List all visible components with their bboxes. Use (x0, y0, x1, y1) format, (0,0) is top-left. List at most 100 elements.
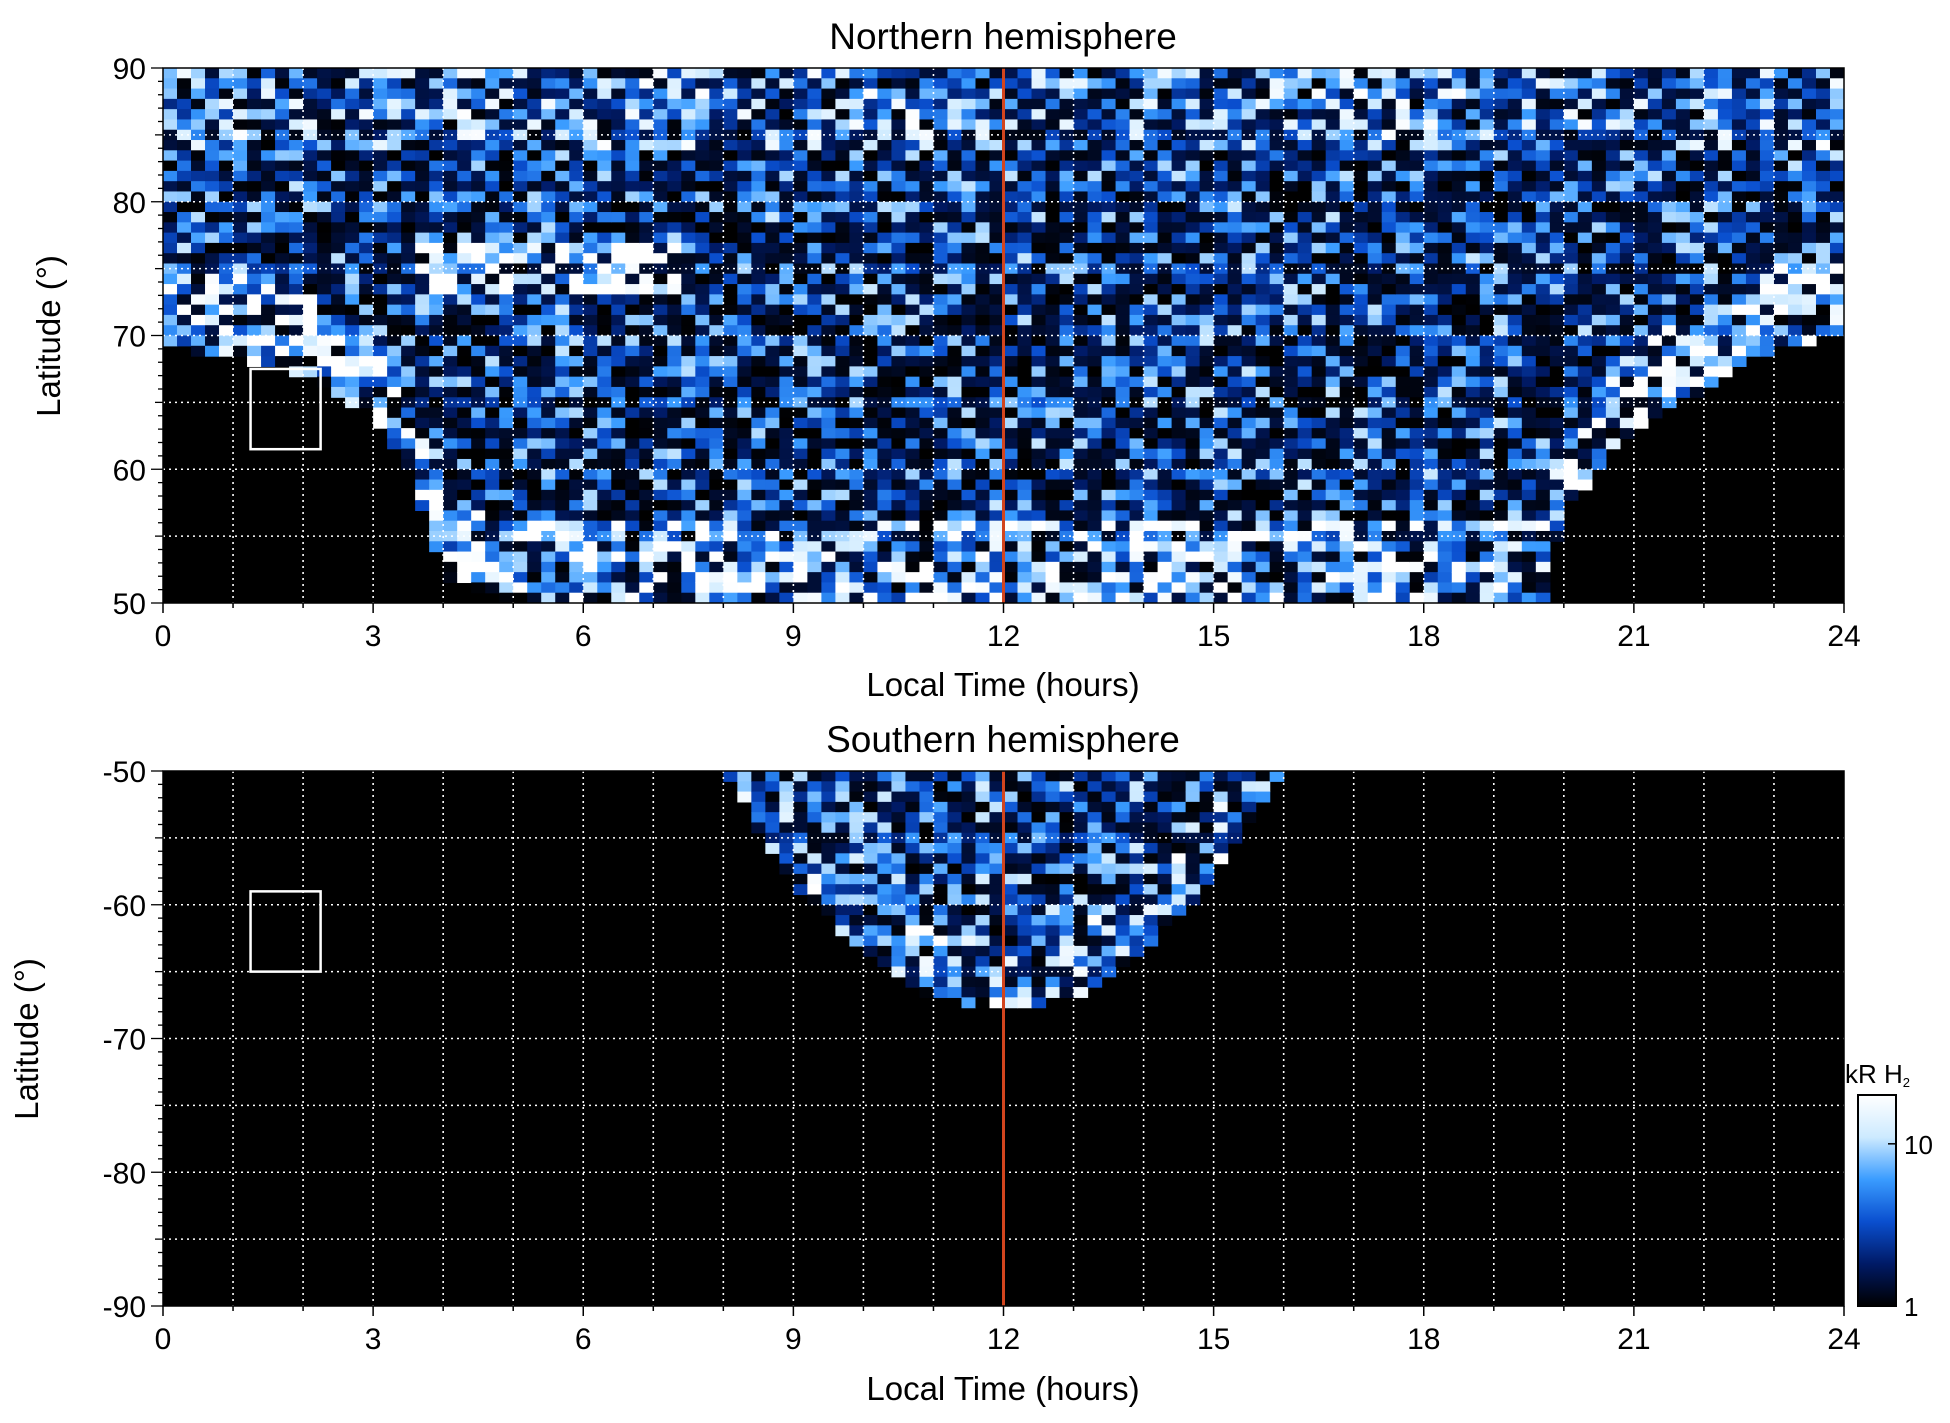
emission-cell (1535, 78, 1551, 90)
emission-cell (429, 253, 444, 265)
emission-cell (597, 366, 612, 378)
emission-cell (1115, 366, 1131, 378)
emission-cell (1087, 448, 1103, 460)
emission-cell (415, 407, 430, 419)
emission-cell (443, 541, 458, 553)
emission-cell (1633, 109, 1649, 121)
emission-cell (1143, 582, 1159, 594)
emission-cell (1465, 458, 1481, 470)
emission-cell (891, 561, 907, 573)
emission-cell (1395, 479, 1411, 491)
emission-cell (667, 592, 682, 603)
emission-cell (1619, 366, 1635, 378)
emission-cell (401, 181, 416, 193)
emission-cell (457, 376, 472, 388)
emission-cell (1059, 356, 1075, 367)
emission-cell (779, 284, 794, 295)
emission-cell (1031, 530, 1047, 542)
emission-cell (849, 232, 865, 244)
emission-cell (1493, 68, 1509, 79)
emission-cell (835, 325, 851, 337)
emission-cell (1521, 222, 1537, 234)
emission-cell (1535, 407, 1551, 419)
emission-cell (653, 109, 668, 121)
emission-cell (1227, 242, 1243, 254)
emission-cell (555, 263, 570, 275)
emission-cell (1563, 88, 1579, 100)
emission-cell (863, 530, 879, 542)
emission-cell (1143, 242, 1159, 254)
emission-cell (1437, 376, 1453, 388)
emission-cell (429, 170, 444, 182)
emission-cell (1255, 314, 1271, 326)
emission-cell (471, 500, 486, 512)
emission-cell (1339, 510, 1355, 522)
emission-cell (499, 541, 514, 553)
emission-cell (1479, 541, 1495, 553)
emission-cell (569, 397, 584, 409)
emission-cell (1101, 510, 1117, 522)
emission-cell (835, 201, 851, 213)
emission-cell (1311, 68, 1327, 79)
emission-cell (1073, 530, 1089, 542)
emission-cell (1213, 541, 1229, 553)
emission-cell (737, 68, 752, 79)
emission-cell (1311, 561, 1327, 573)
emission-cell (653, 469, 668, 481)
emission-cell (989, 304, 1005, 316)
emission-cell (807, 592, 822, 603)
emission-cell (1297, 469, 1313, 481)
emission-cell (905, 530, 921, 542)
emission-cell (471, 428, 486, 439)
emission-cell (793, 407, 808, 419)
emission-cell (275, 88, 290, 100)
emission-cell (275, 263, 290, 275)
emission-cell (429, 325, 444, 337)
emission-cell (1241, 284, 1257, 295)
emission-cell (1367, 140, 1383, 151)
emission-cell (359, 68, 374, 79)
emission-cell (933, 530, 949, 542)
emission-cell (905, 510, 921, 522)
emission-cell (247, 314, 262, 326)
emission-cell (1213, 284, 1229, 295)
emission-cell (303, 129, 318, 141)
emission-cell (1535, 510, 1551, 522)
emission-cell (863, 129, 879, 141)
emission-cell (1521, 582, 1537, 594)
emission-cell (975, 119, 991, 131)
emission-cell (499, 572, 514, 584)
emission-cell (1549, 366, 1565, 378)
emission-cell (499, 242, 514, 254)
emission-cell (177, 129, 192, 141)
emission-cell (681, 325, 696, 337)
emission-cell (723, 273, 738, 285)
emission-cell (821, 201, 836, 213)
emission-cell (1451, 284, 1467, 295)
emission-cell (1031, 98, 1047, 110)
emission-cell (1143, 98, 1159, 110)
emission-cell (555, 366, 570, 378)
emission-cell (1129, 479, 1145, 491)
emission-cell (1241, 119, 1257, 131)
emission-cell (177, 150, 192, 162)
emission-cell (961, 191, 977, 203)
emission-cell (1479, 448, 1495, 460)
emission-cell (905, 263, 921, 275)
emission-cell (261, 314, 276, 326)
emission-cell (737, 253, 752, 265)
emission-cell (303, 88, 318, 100)
emission-cell (1381, 376, 1397, 388)
emission-cell (261, 140, 276, 151)
emission-cell (1115, 407, 1131, 419)
emission-cell (1479, 98, 1495, 110)
emission-cell (1185, 263, 1201, 275)
emission-cell (1045, 541, 1061, 553)
emission-cell (709, 222, 724, 234)
emission-cell (1157, 428, 1173, 439)
emission-cell (1395, 273, 1411, 285)
emission-cell (1255, 366, 1271, 378)
emission-cell (1367, 150, 1383, 162)
emission-cell (583, 160, 598, 172)
emission-cell (1339, 335, 1355, 347)
